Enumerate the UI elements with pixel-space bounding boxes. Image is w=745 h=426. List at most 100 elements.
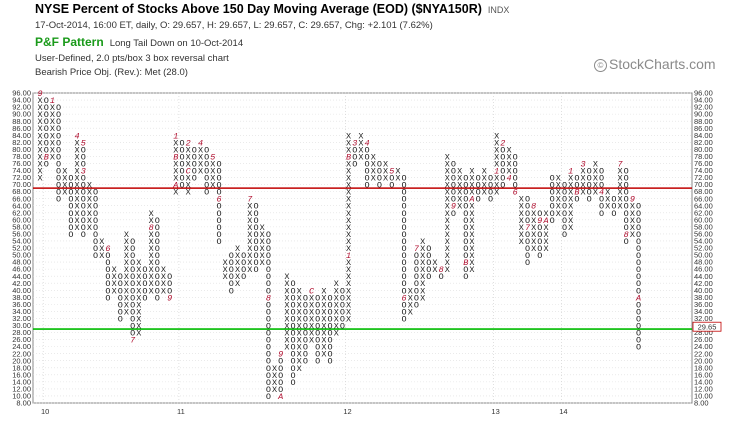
y-tick-right: 90.00 [694, 110, 713, 119]
x-box: X [112, 272, 117, 282]
o-box: O [562, 230, 567, 240]
y-tick-right: 86.00 [694, 124, 713, 133]
x-box: X [346, 216, 351, 226]
o-box: O [253, 251, 258, 261]
o-box: O [624, 202, 629, 212]
x-box: X [371, 152, 376, 162]
x-box: X [136, 300, 141, 310]
o-box: O [253, 258, 258, 268]
o-box: O [44, 124, 49, 134]
x-box: X [149, 279, 154, 289]
o-box: O [93, 230, 98, 240]
o-box: O [192, 145, 197, 155]
x-box: X [149, 216, 154, 226]
x-box: X [173, 188, 178, 198]
o-box: O [253, 237, 258, 247]
o-box: O [463, 223, 468, 233]
y-tick-right: 74.00 [694, 166, 713, 175]
o-box: O [463, 181, 468, 191]
x-box: X [543, 237, 548, 247]
x-box: X [284, 329, 289, 339]
x-box: X [260, 244, 265, 254]
o-box: O [56, 188, 61, 198]
x-box: X [605, 195, 610, 205]
x-box: X [38, 159, 43, 169]
x-box: X [309, 322, 314, 332]
month-marker: 4 [75, 131, 80, 141]
o-box: O [93, 209, 98, 219]
o-box: O [204, 167, 209, 177]
o-box: O [93, 195, 98, 205]
x-box: X [124, 265, 129, 275]
x-box: X [75, 195, 80, 205]
x-box: X [346, 293, 351, 303]
o-box: O [402, 188, 407, 198]
month-marker: C [186, 167, 192, 177]
o-box: O [216, 230, 221, 240]
o-box: O [81, 216, 86, 226]
o-box: O [315, 300, 320, 310]
o-box: O [216, 202, 221, 212]
o-box: O [513, 174, 518, 184]
x-box: X [334, 322, 339, 332]
x-box: X [420, 272, 425, 282]
x-box: X [432, 265, 437, 275]
x-box: X [445, 167, 450, 177]
y-tick-left: 16.00 [12, 370, 31, 379]
y-tick-left: 64.00 [12, 201, 31, 210]
o-box: O [118, 293, 123, 303]
x-box: X [556, 181, 561, 191]
y-tick-right: 22.00 [694, 349, 713, 358]
o-box: O [636, 223, 641, 233]
o-box: O [130, 244, 135, 254]
x-box: X [124, 293, 129, 303]
y-tick-left: 82.00 [12, 138, 31, 147]
o-box: O [451, 209, 456, 219]
y-tick-left: 62.00 [12, 208, 31, 217]
x-box: X [297, 300, 302, 310]
o-box: O [303, 336, 308, 346]
x-box: X [149, 237, 154, 247]
x-box: X [210, 181, 215, 191]
x-box: X [284, 293, 289, 303]
x-box: X [593, 167, 598, 177]
o-box: O [525, 251, 530, 261]
y-tick-right: 10.00 [694, 392, 713, 401]
o-box: O [192, 167, 197, 177]
x-box: X [334, 286, 339, 296]
x-box: X [593, 181, 598, 191]
y-tick-right: 42.00 [694, 279, 713, 288]
y-tick-left: 90.00 [12, 110, 31, 119]
o-box: O [587, 188, 592, 198]
y-tick-right: 34.00 [694, 307, 713, 316]
y-tick-right: 92.00 [694, 103, 713, 112]
o-box: O [303, 343, 308, 353]
o-box: O [402, 251, 407, 261]
o-box: O [426, 272, 431, 282]
x-box: X [50, 152, 55, 162]
x-box: X [87, 209, 92, 219]
x-box: X [482, 167, 487, 177]
o-box: O [328, 350, 333, 360]
x-box: X [543, 230, 548, 240]
o-box: O [636, 336, 641, 346]
x-box: X [247, 216, 252, 226]
o-box: O [167, 286, 172, 296]
o-box: O [216, 167, 221, 177]
x-box: X [272, 385, 277, 395]
o-box: O [365, 181, 370, 191]
x-box: X [445, 202, 450, 212]
o-box: O [291, 364, 296, 374]
o-box: O [402, 181, 407, 191]
x-box: X [395, 167, 400, 177]
x-box: X [284, 272, 289, 282]
x-box: X [346, 258, 351, 268]
o-box: O [291, 279, 296, 289]
x-tick-label: 11 [177, 407, 185, 416]
y-tick-right: 38.00 [694, 293, 713, 302]
x-box: X [494, 159, 499, 169]
o-box: O [476, 188, 481, 198]
x-box: X [124, 307, 129, 317]
y-tick-right: 58.00 [694, 222, 713, 231]
x-box: X [432, 258, 437, 268]
